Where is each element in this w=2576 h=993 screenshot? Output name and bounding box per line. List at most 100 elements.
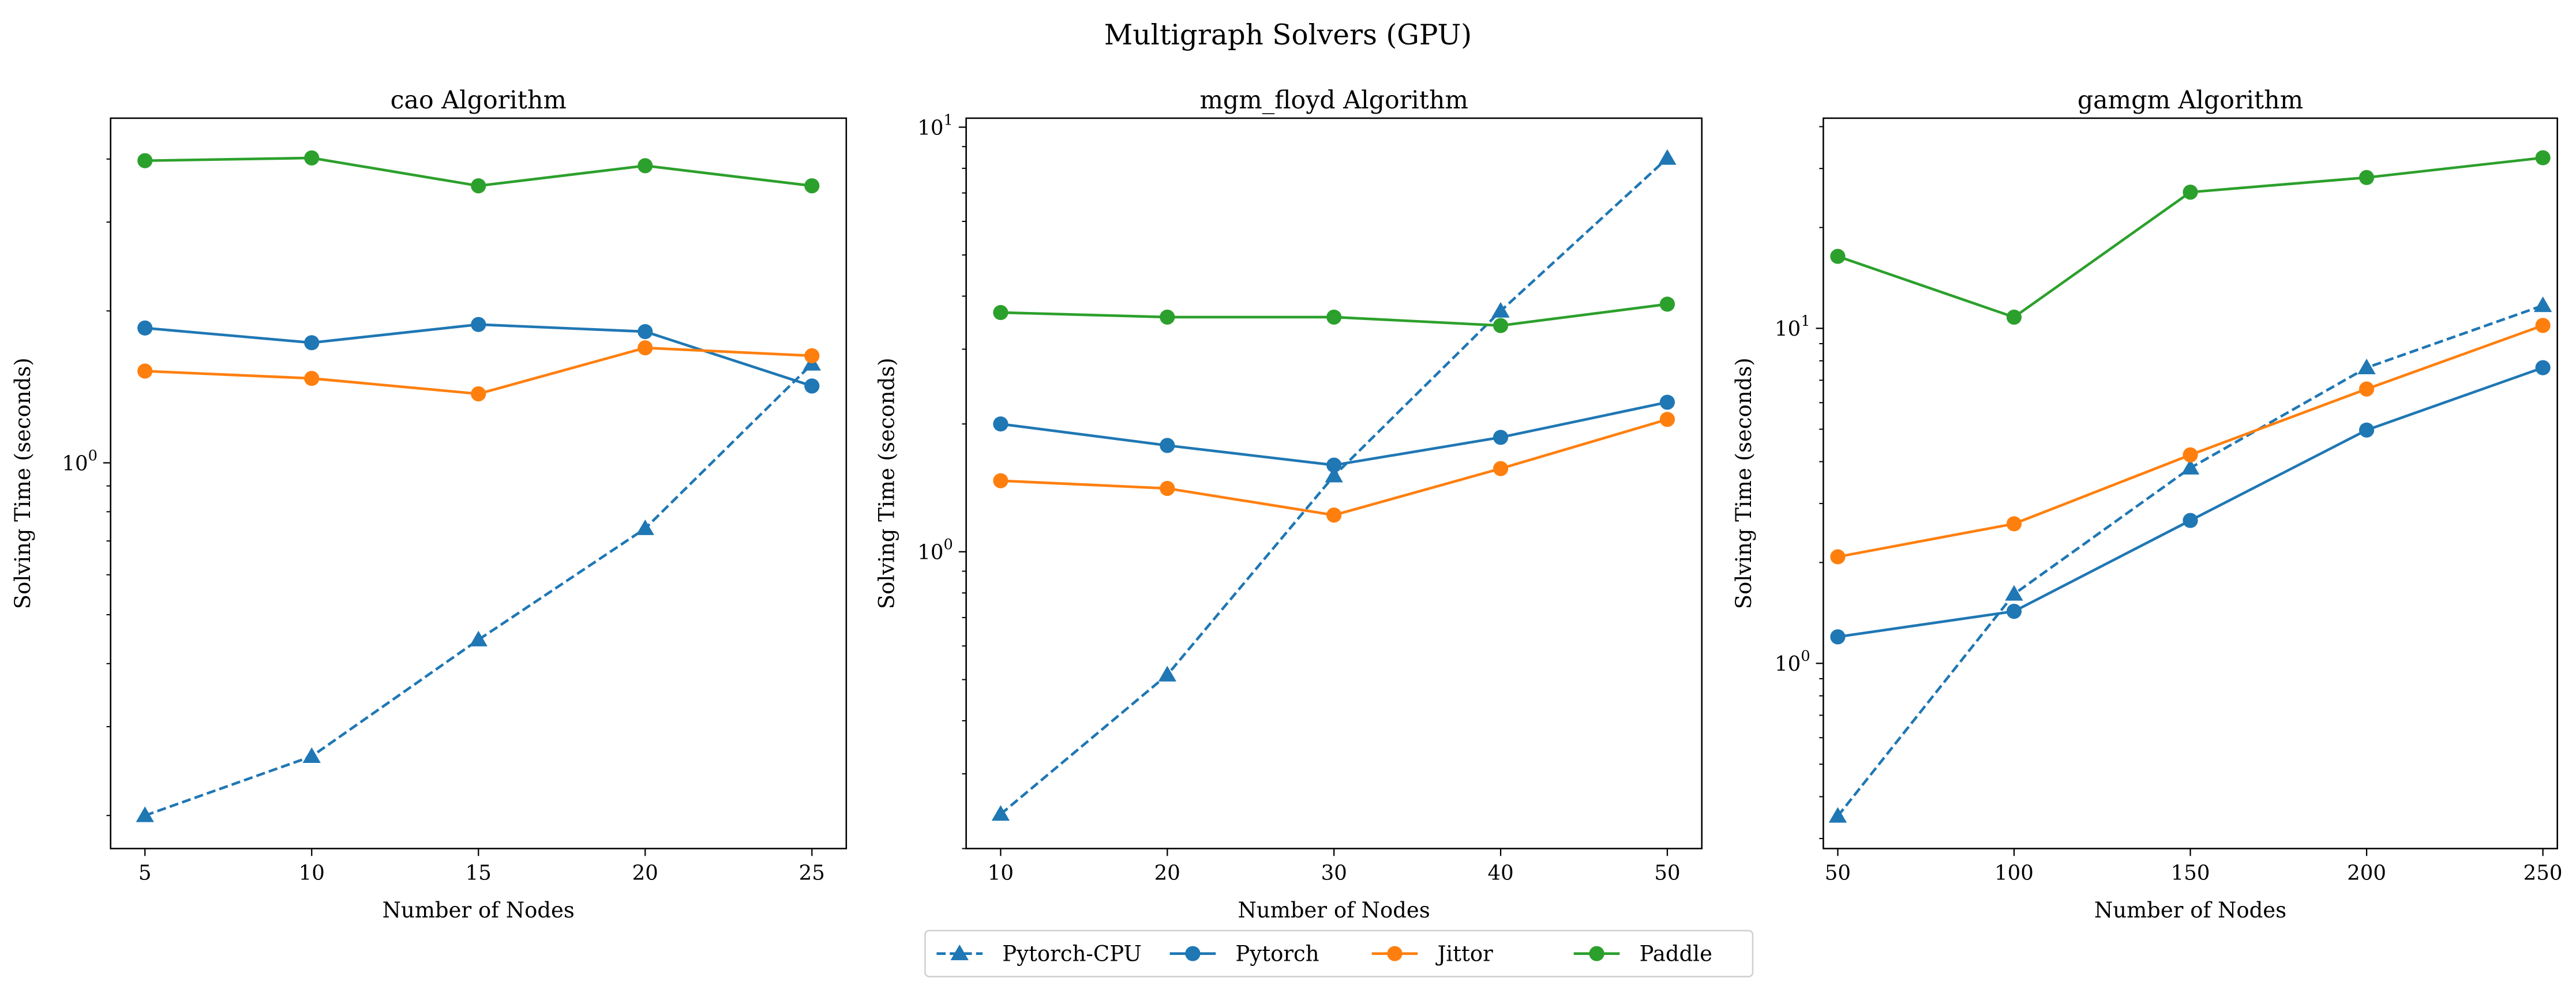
data-point bbox=[304, 150, 320, 166]
data-point bbox=[137, 363, 153, 379]
x-tick-label: 50 bbox=[1654, 862, 1680, 885]
x-tick-label: 5 bbox=[138, 862, 152, 885]
data-point bbox=[2005, 585, 2023, 601]
axes-frame bbox=[965, 117, 1703, 849]
series-pytorch bbox=[1830, 360, 2551, 645]
data-point bbox=[993, 416, 1008, 432]
data-point bbox=[1830, 629, 1846, 645]
data-point bbox=[304, 371, 320, 386]
series-line bbox=[1838, 366, 2544, 638]
data-point bbox=[302, 747, 321, 763]
data-point bbox=[2183, 447, 2198, 462]
series-line bbox=[1000, 401, 1668, 467]
series-paddle bbox=[993, 296, 1675, 333]
data-point bbox=[804, 348, 820, 364]
x-tick-label: 50 bbox=[1825, 862, 1851, 885]
data-point bbox=[137, 320, 153, 336]
legend-marker bbox=[950, 945, 969, 961]
legend-label: Pytorch bbox=[1235, 941, 1319, 966]
series-pytorch-cpu bbox=[1828, 296, 2552, 823]
data-point bbox=[1160, 438, 1175, 453]
y-tick-exponent: 0 bbox=[1801, 648, 1810, 665]
series-jittor bbox=[137, 340, 820, 402]
x-axis-label: Number of Nodes bbox=[1238, 898, 1430, 923]
x-tick-label: 30 bbox=[1321, 862, 1347, 885]
y-tick-label: 101 bbox=[917, 111, 953, 140]
data-point bbox=[2358, 422, 2375, 438]
data-point bbox=[1325, 467, 1343, 483]
subplot-title: cao Algorithm bbox=[391, 86, 567, 115]
axes-frame bbox=[1823, 117, 2558, 849]
data-point bbox=[2183, 513, 2198, 528]
data-point bbox=[2535, 150, 2551, 166]
data-point bbox=[471, 386, 486, 402]
x-tick-label: 20 bbox=[1154, 862, 1180, 885]
series-jittor bbox=[1830, 318, 2551, 565]
data-point bbox=[1493, 430, 1509, 445]
x-tick-label: 20 bbox=[632, 862, 658, 885]
subplot-title: gamgm Algorithm bbox=[2078, 86, 2303, 115]
data-point bbox=[1493, 461, 1509, 476]
y-tick-base: 10 bbox=[917, 541, 943, 565]
data-point bbox=[2183, 185, 2198, 200]
series-line bbox=[1837, 156, 2543, 319]
data-point bbox=[2535, 318, 2551, 333]
series-pytorch-cpu bbox=[136, 355, 821, 822]
x-axis-label: Number of Nodes bbox=[2094, 898, 2286, 923]
x-tick-label: 15 bbox=[466, 862, 492, 885]
data-point bbox=[991, 805, 1010, 821]
data-point bbox=[804, 378, 820, 394]
legend-label: Pytorch-CPU bbox=[1002, 941, 1141, 966]
y-tick-label: 100 bbox=[62, 447, 98, 475]
data-point bbox=[2006, 604, 2022, 619]
data-point bbox=[2358, 170, 2375, 185]
data-point bbox=[2181, 458, 2200, 475]
x-tick-label: 250 bbox=[2523, 862, 2563, 885]
data-point bbox=[1659, 394, 1675, 410]
series-line bbox=[144, 363, 813, 817]
y-tick-exponent: 0 bbox=[88, 447, 98, 464]
y-tick-base: 10 bbox=[1775, 317, 1801, 341]
legend-item-pytorch: Pytorch bbox=[1169, 941, 1319, 966]
legend: Pytorch-CPU Pytorch Jittor Paddle bbox=[924, 930, 1754, 977]
data-point bbox=[1828, 807, 1847, 823]
y-axis-label: Solving Time (seconds) bbox=[874, 358, 899, 609]
data-point bbox=[1830, 549, 1846, 565]
x-tick-label: 150 bbox=[2171, 862, 2210, 885]
data-point bbox=[638, 158, 653, 174]
legend-label: Paddle bbox=[1640, 941, 1712, 966]
y-tick-label: 100 bbox=[917, 536, 953, 565]
series-paddle bbox=[137, 150, 820, 194]
data-point bbox=[469, 630, 488, 646]
data-point bbox=[1326, 507, 1342, 523]
data-point bbox=[638, 324, 653, 340]
data-point bbox=[471, 317, 486, 332]
data-point bbox=[1658, 149, 1677, 165]
series-jittor bbox=[993, 412, 1675, 523]
y-tick-exponent: 1 bbox=[944, 111, 953, 129]
y-axis-label: Solving Time (seconds) bbox=[1731, 358, 1756, 609]
data-point bbox=[1830, 249, 1846, 264]
y-tick-exponent: 0 bbox=[944, 536, 953, 554]
y-tick-base: 10 bbox=[1775, 652, 1801, 676]
data-point bbox=[1158, 665, 1176, 682]
data-point bbox=[804, 178, 820, 194]
data-point bbox=[2357, 358, 2376, 375]
data-point bbox=[1326, 309, 1342, 325]
data-point bbox=[993, 473, 1008, 488]
data-point bbox=[1160, 309, 1175, 325]
y-tick-label: 100 bbox=[1775, 648, 1810, 676]
data-point bbox=[1491, 302, 1510, 318]
x-tick-label: 10 bbox=[299, 862, 325, 885]
y-axis-label: Solving Time (seconds) bbox=[10, 358, 35, 609]
legend-marker bbox=[1589, 946, 1604, 961]
data-point bbox=[2535, 360, 2551, 375]
legend-label: Jittor bbox=[1435, 941, 1494, 966]
data-point bbox=[2358, 381, 2375, 397]
legend-marker bbox=[1185, 946, 1201, 961]
x-tick-label: 40 bbox=[1487, 862, 1513, 885]
